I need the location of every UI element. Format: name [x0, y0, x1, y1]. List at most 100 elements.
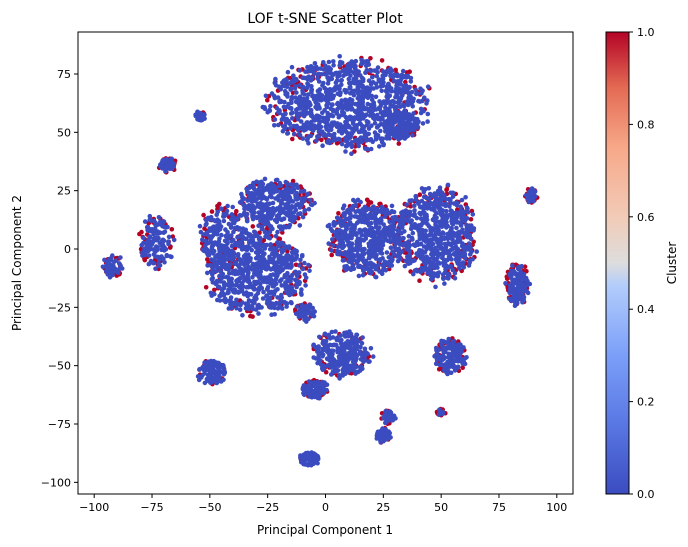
- inlier-point: [389, 89, 394, 94]
- inlier-point: [402, 263, 408, 269]
- inlier-point: [515, 280, 520, 286]
- inlier-point: [460, 217, 466, 222]
- inlier-point: [159, 247, 164, 253]
- inlier-point: [244, 285, 249, 290]
- inlier-point: [299, 287, 304, 292]
- inlier-point: [253, 196, 258, 201]
- inlier-point: [412, 208, 417, 213]
- inlier-point: [413, 87, 418, 92]
- inlier-point: [421, 108, 426, 114]
- inlier-point: [427, 191, 433, 197]
- inlier-point: [339, 109, 345, 114]
- inlier-point: [377, 257, 383, 262]
- inlier-point: [208, 249, 213, 254]
- inlier-point: [236, 290, 241, 295]
- inlier-point: [283, 104, 289, 110]
- inlier-point: [271, 248, 276, 253]
- inlier-point: [427, 259, 433, 264]
- inlier-point: [436, 237, 441, 243]
- inlier-point: [370, 354, 376, 359]
- inlier-point: [397, 235, 402, 240]
- inlier-point: [337, 220, 343, 226]
- inlier-point: [225, 203, 230, 209]
- outlier-point: [139, 229, 144, 235]
- inlier-point: [306, 304, 312, 309]
- inlier-point: [428, 276, 434, 282]
- inlier-point: [282, 116, 287, 122]
- inlier-point: [325, 70, 330, 76]
- inlier-point: [267, 296, 273, 302]
- inlier-point: [288, 87, 293, 92]
- outlier-point: [417, 278, 422, 284]
- inlier-point: [356, 141, 361, 146]
- inlier-point: [209, 380, 214, 385]
- inlier-point: [353, 203, 359, 209]
- inlier-point: [455, 364, 461, 370]
- outlier-point: [167, 245, 173, 250]
- inlier-point: [366, 126, 372, 131]
- inlier-point: [151, 260, 156, 266]
- inlier-point: [519, 287, 524, 293]
- inlier-point: [503, 281, 508, 286]
- inlier-point: [462, 253, 468, 259]
- inlier-point: [299, 199, 305, 204]
- inlier-point: [434, 348, 439, 353]
- inlier-point: [166, 234, 172, 240]
- outlier-point: [201, 212, 206, 218]
- inlier-point: [305, 104, 311, 110]
- inlier-point: [378, 128, 383, 134]
- inlier-point: [338, 124, 344, 129]
- inlier-point: [274, 206, 280, 211]
- inlier-point: [374, 206, 380, 212]
- inlier-point: [367, 113, 373, 118]
- inlier-point: [315, 134, 320, 139]
- inlier-point: [278, 296, 284, 302]
- inlier-point: [116, 261, 122, 266]
- inlier-point: [316, 352, 322, 358]
- inlier-point: [297, 263, 302, 268]
- inlier-point: [293, 277, 298, 283]
- inlier-point: [458, 347, 464, 353]
- outlier-point: [205, 257, 210, 262]
- inlier-point: [373, 216, 379, 222]
- inlier-point: [309, 310, 315, 315]
- inlier-point: [413, 197, 419, 202]
- inlier-point: [300, 304, 305, 310]
- inlier-point: [433, 262, 439, 268]
- inlier-point: [447, 204, 452, 209]
- inlier-point: [449, 208, 455, 214]
- inlier-point: [341, 366, 346, 371]
- inlier-point: [274, 252, 280, 257]
- inlier-point: [450, 190, 456, 196]
- inlier-point: [428, 240, 434, 246]
- inlier-point: [370, 75, 375, 80]
- inlier-point: [289, 106, 294, 111]
- inlier-point: [348, 267, 354, 273]
- inlier-point: [397, 104, 403, 110]
- inlier-point: [356, 69, 362, 74]
- inlier-point: [109, 273, 115, 278]
- inlier-point: [471, 228, 476, 233]
- inlier-point: [428, 244, 434, 250]
- inlier-point: [410, 230, 416, 236]
- inlier-point: [259, 277, 265, 283]
- inlier-point: [467, 260, 473, 265]
- inlier-point: [107, 257, 112, 263]
- inlier-point: [336, 136, 342, 142]
- inlier-point: [425, 84, 431, 89]
- inlier-point: [300, 253, 305, 258]
- inlier-point: [286, 194, 292, 200]
- inlier-point: [324, 126, 330, 132]
- inlier-point: [155, 222, 161, 227]
- inlier-point: [289, 215, 295, 221]
- inlier-point: [156, 215, 162, 220]
- inlier-point: [313, 99, 318, 105]
- inlier-point: [508, 284, 513, 290]
- inlier-point: [341, 213, 346, 218]
- inlier-point: [440, 272, 446, 277]
- inlier-point: [291, 74, 296, 79]
- inlier-point: [359, 247, 365, 253]
- inlier-point: [354, 231, 359, 237]
- inlier-point: [402, 241, 408, 247]
- outlier-point: [417, 192, 423, 197]
